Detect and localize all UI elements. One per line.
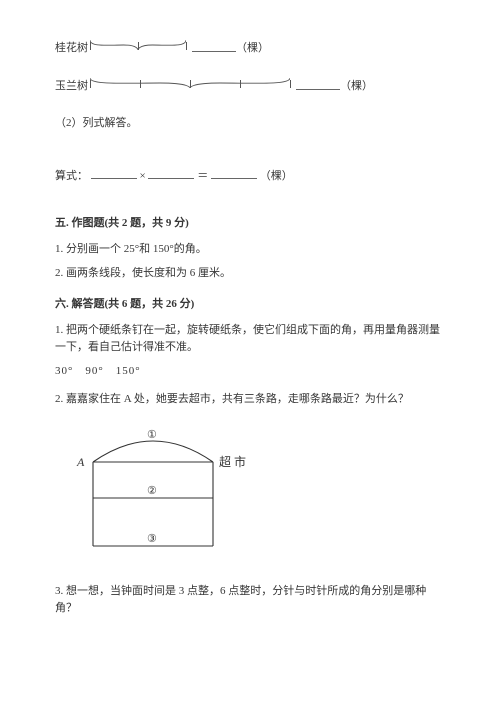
gap — [55, 97, 440, 115]
sec5-q1: 1. 分别画一个 25°和 150°的角。 — [55, 241, 440, 259]
formula-blank-3 — [211, 167, 257, 179]
tree1-label: 桂花树 — [55, 40, 90, 58]
svg-text:A: A — [76, 455, 85, 469]
route-diagram: A 超 市 ① ② ③ — [73, 418, 313, 558]
sec5-q2: 2. 画两条线段，使长度和为 6 厘米。 — [55, 265, 440, 283]
sec6-angles: 30° 90° 150° — [55, 363, 440, 381]
tree2-unit: （棵） — [340, 78, 373, 96]
tree1-blank — [192, 40, 236, 52]
tree2-label: 玉兰树 — [55, 78, 90, 96]
sec6-title: 六. 解答题(共 6 题，共 26 分) — [55, 296, 440, 314]
svg-text:超 市: 超 市 — [219, 454, 246, 469]
tree1-brace-wrap — [90, 40, 186, 58]
tree1-unit: （棵） — [236, 40, 269, 58]
svg-text:③: ③ — [147, 533, 157, 545]
page: 桂花树 （棵） 玉兰树 （棵） （2）列式解答。 算式： × ＝ （棵） 五. … — [0, 0, 500, 707]
gap — [55, 157, 440, 167]
formula-unit: （棵） — [260, 170, 293, 182]
formula-row: 算式： × ＝ （棵） — [55, 167, 440, 186]
svg-text:①: ① — [147, 429, 157, 441]
formula-blank-2 — [148, 167, 194, 179]
formula-blank-1 — [91, 167, 137, 179]
svg-text:②: ② — [147, 485, 157, 497]
tree1-row: 桂花树 （棵） — [55, 40, 440, 58]
tree2-blank — [296, 78, 340, 90]
tree2-brace-wrap — [90, 78, 290, 96]
diagram-container: A 超 市 ① ② ③ — [73, 418, 440, 565]
gap — [55, 191, 440, 201]
sec6-q1: 1. 把两个硬纸条钉在一起，旋转硬纸条，使它们组成下面的角，再用量角器测量一下，… — [55, 322, 440, 357]
formula-prefix: 算式： — [55, 170, 88, 182]
sub2: （2）列式解答。 — [55, 115, 440, 133]
formula-op: × — [140, 170, 146, 182]
sec6-q2: 2. 嘉嘉家住在 A 处，她要去超市，共有三条路，走哪条路最近？为什么？ — [55, 391, 440, 409]
formula-eq: ＝ — [197, 170, 208, 182]
sec6-q3: 3. 想一想，当钟面时间是 3 点整，6 点整时，分针与时针所成的角分别是哪种角… — [55, 583, 440, 618]
gap — [55, 60, 440, 78]
sec5-title: 五. 作图题(共 2 题，共 9 分) — [55, 215, 440, 233]
tree2-row: 玉兰树 （棵） — [55, 78, 440, 96]
gap — [55, 139, 440, 157]
